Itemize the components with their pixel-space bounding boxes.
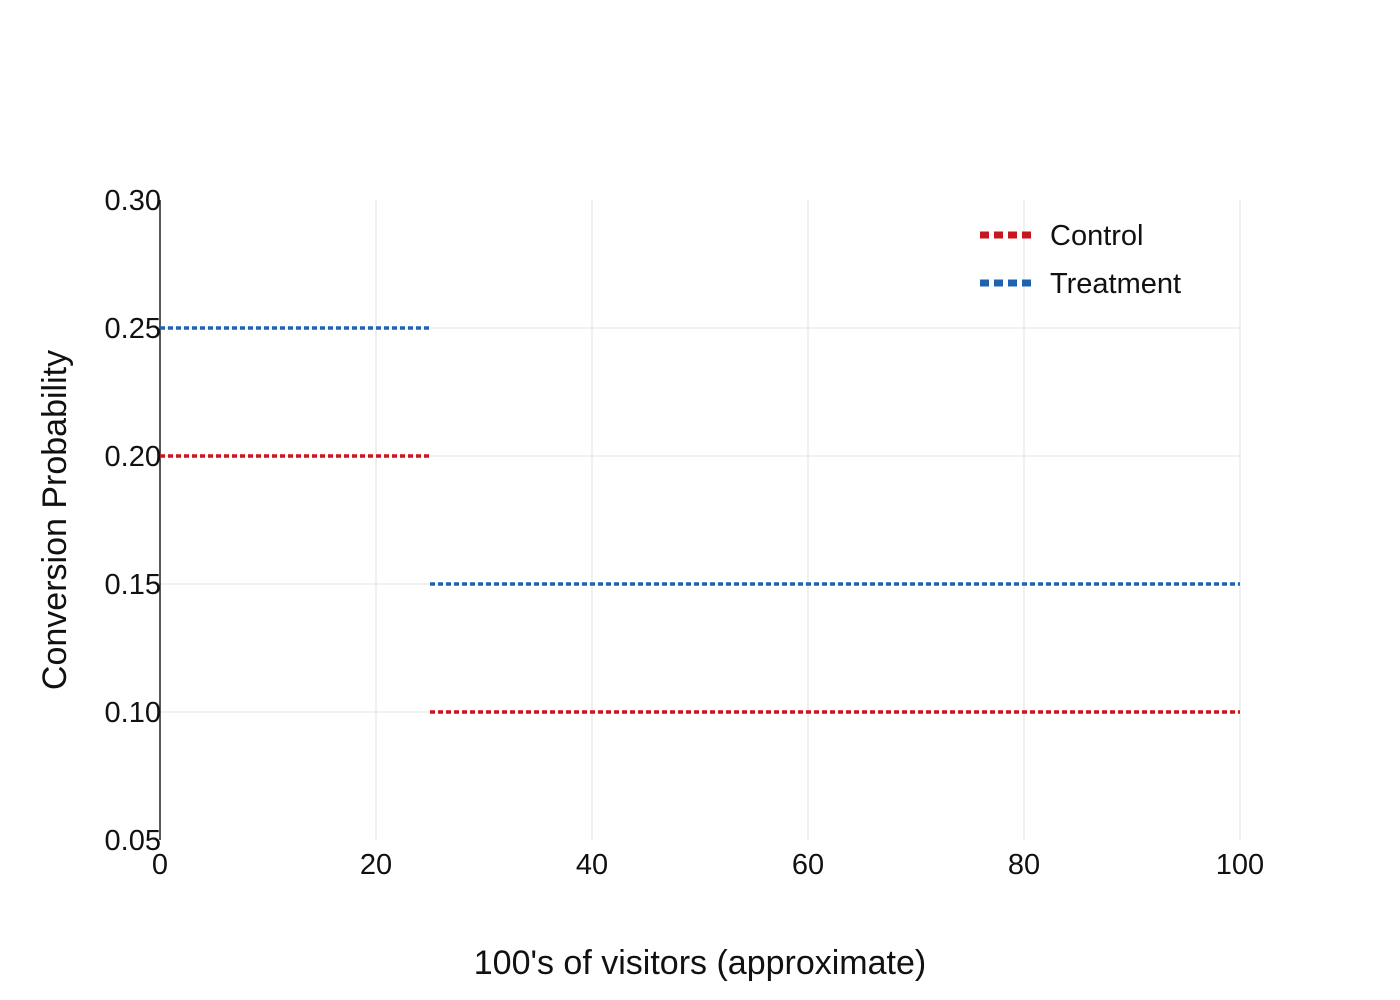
- legend-item-control: Control: [980, 220, 1144, 252]
- y-tick-label: 0.15: [105, 569, 161, 601]
- x-tick-label: 60: [792, 849, 824, 881]
- y-tick-label: 0.20: [105, 441, 161, 473]
- x-tick-label: 80: [1008, 849, 1040, 881]
- y-axis-title: Conversion Probability: [36, 350, 74, 690]
- y-tick-label: 0.30: [105, 185, 161, 217]
- x-tick-label: 40: [576, 849, 608, 881]
- y-tick-label: 0.25: [105, 313, 161, 345]
- data-series: [160, 326, 1240, 714]
- grid-lines: [160, 200, 1241, 840]
- y-tick-label: 0.10: [105, 697, 161, 729]
- axes: 0 20 40 60 80 100 0.05 0.10 0.15 0.20 0.25 0.30: [105, 185, 1265, 881]
- legend-label: Control: [1050, 220, 1144, 252]
- x-tick-label: 100: [1216, 849, 1264, 881]
- x-tick-label: 0: [152, 849, 168, 881]
- x-axis-title: 100's of visitors (approximate): [474, 944, 926, 982]
- x-tick-label: 20: [360, 849, 392, 881]
- y-tick-label: 0.05: [105, 825, 161, 857]
- series-treatment: [160, 326, 1240, 586]
- legend-item-treatment: Treatment: [980, 268, 1181, 300]
- legend: Control Treatment: [980, 220, 1181, 300]
- legend-label: Treatment: [1050, 268, 1181, 300]
- series-control: [160, 454, 1240, 714]
